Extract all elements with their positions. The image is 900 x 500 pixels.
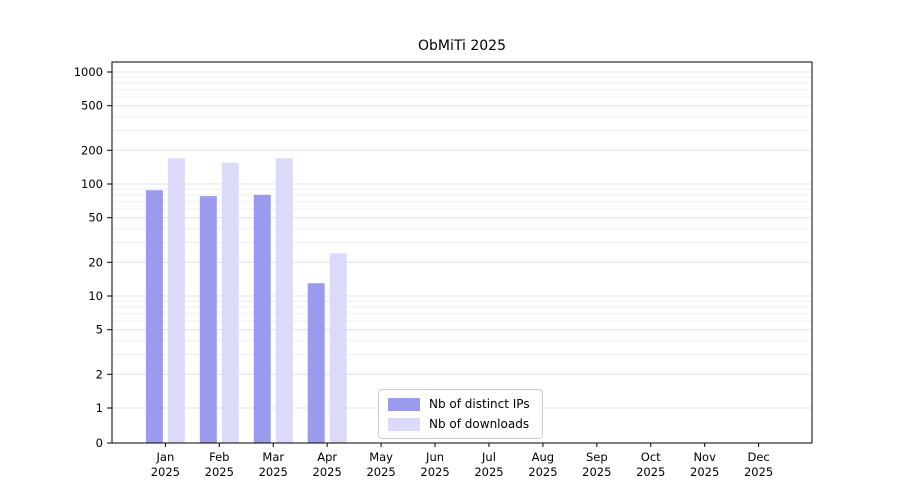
x-tick-label-month: Jan [156, 450, 175, 464]
x-tick-label-year: 2025 [744, 465, 773, 479]
x-tick-label-month: Dec [747, 450, 769, 464]
bar-distinct-ips [307, 283, 325, 443]
y-tick-label: 50 [88, 211, 103, 225]
x-tick-label-year: 2025 [528, 465, 557, 479]
bar-downloads [329, 253, 347, 443]
y-tick-label: 0 [96, 436, 103, 450]
legend-label-distinct-ips: Nb of distinct IPs [429, 397, 530, 411]
x-tick-label-year: 2025 [313, 465, 342, 479]
bar-downloads [275, 158, 293, 443]
x-tick-label-year: 2025 [259, 465, 288, 479]
bar-distinct-ips [199, 196, 217, 443]
y-tick-label: 200 [81, 143, 103, 157]
y-tick-label: 1 [96, 401, 103, 415]
x-tick-label-year: 2025 [420, 465, 449, 479]
x-tick-label-year: 2025 [582, 465, 611, 479]
x-tick-label-month: Apr [317, 450, 337, 464]
x-tick-label-year: 2025 [366, 465, 395, 479]
bar-downloads [221, 162, 239, 443]
x-tick-label-month: Oct [641, 450, 661, 464]
x-tick-label-year: 2025 [690, 465, 719, 479]
x-tick-label-year: 2025 [474, 465, 503, 479]
axes-frame [111, 61, 813, 444]
y-tick-label: 20 [88, 255, 103, 269]
y-tick-label: 1000 [74, 65, 103, 79]
bar-distinct-ips [253, 194, 271, 443]
y-tick-label: 2 [96, 367, 103, 381]
x-tick-label-month: Feb [209, 450, 229, 464]
legend-item-downloads: Nb of downloads [388, 417, 530, 431]
legend-swatch-downloads [388, 417, 420, 431]
x-tick-label-year: 2025 [151, 465, 180, 479]
legend-swatch-distinct-ips [388, 397, 420, 411]
x-tick-label-year: 2025 [205, 465, 234, 479]
legend-item-distinct-ips: Nb of distinct IPs [388, 397, 530, 411]
y-tick-label: 100 [81, 177, 103, 191]
x-tick-label-month: Jul [481, 450, 496, 464]
x-tick-label-month: Nov [693, 450, 716, 464]
legend-label-downloads: Nb of downloads [429, 417, 530, 431]
x-tick-label-month: May [369, 450, 393, 464]
y-tick-label: 10 [88, 289, 103, 303]
bar-distinct-ips [145, 190, 163, 443]
x-tick-label-month: Mar [262, 450, 284, 464]
x-tick-label-month: Sep [586, 450, 608, 464]
x-tick-label-month: Jun [425, 450, 444, 464]
y-tick-label: 500 [81, 99, 103, 113]
x-tick-label-month: Aug [532, 450, 554, 464]
bar-downloads [167, 158, 185, 443]
x-tick-label-year: 2025 [636, 465, 665, 479]
legend: Nb of distinct IPs Nb of downloads [378, 389, 543, 439]
y-tick-label: 5 [96, 323, 103, 337]
chart-title: ObMiTi 2025 [418, 38, 506, 54]
